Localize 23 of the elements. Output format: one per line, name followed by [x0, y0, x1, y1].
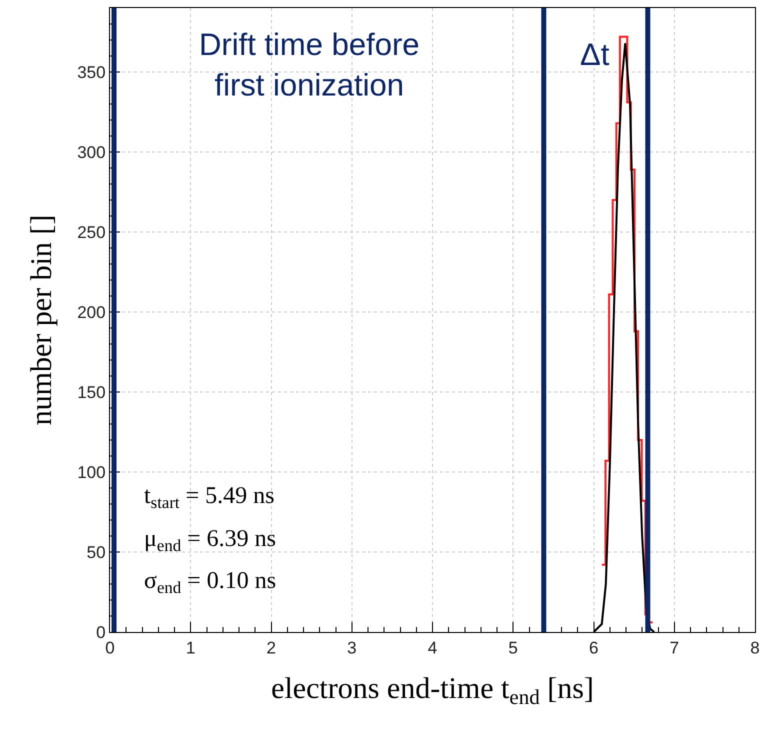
annotation: μ$_{end}$ = 6.39 ns	[144, 526, 276, 556]
y-tick-label: 350	[77, 62, 106, 82]
y-tick-label: 200	[77, 302, 106, 322]
x-tick-label: 3	[347, 638, 357, 658]
x-tick-label: 8	[750, 638, 760, 658]
y-tick-label: 100	[77, 462, 106, 482]
y-tick-label: 0	[96, 622, 106, 642]
y-tick-label: 50	[86, 542, 106, 562]
annotation: σ$_{end}$ = 0.10 ns	[144, 568, 276, 598]
x-tick-label: 5	[508, 638, 518, 658]
x-tick-label: 1	[186, 638, 196, 658]
y-tick-label: 250	[77, 222, 106, 242]
x-tick-label: 4	[428, 638, 438, 658]
y-tick-label: 150	[77, 382, 106, 402]
x-axis-title: electrons end-time t$_{end}$ [ns]	[271, 672, 594, 710]
x-tick-label: 2	[266, 638, 276, 658]
annotation: t$_{start}$ = 5.49 ns	[144, 483, 274, 512]
x-tick-label: 7	[670, 638, 680, 658]
annotation: Drift time before first ionization	[199, 27, 420, 102]
y-tick-label: 300	[77, 142, 106, 162]
y-axis-title: number per bin []	[25, 214, 58, 426]
annotation: Δt	[580, 37, 610, 72]
x-tick-label: 6	[589, 638, 598, 658]
